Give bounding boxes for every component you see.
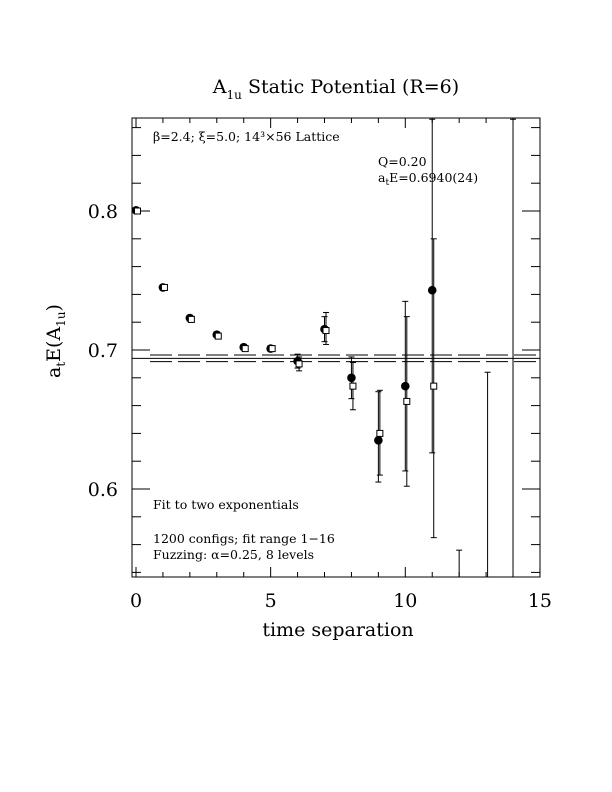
marker-square [322, 327, 330, 335]
circle-point [510, 118, 517, 577]
marker-square [376, 429, 384, 437]
plot-frame [131, 117, 541, 578]
configs-annotation: 1200 configs; fit range 1−16 [153, 531, 335, 546]
y-axis-label: atE(A1u) [43, 304, 68, 378]
ylabel-sub: 1u [54, 311, 68, 327]
energy-pre: a [378, 170, 386, 185]
chart-title: A1u Static Potential (R=6) [212, 76, 459, 102]
ylabel-pre-sub: t [54, 362, 68, 367]
data-points [131, 118, 517, 577]
square-point [160, 283, 168, 291]
title-main: A [212, 76, 227, 98]
marker-circle [347, 373, 356, 383]
square-point [187, 315, 195, 323]
square-point [403, 316, 411, 487]
y-tick-label: 0.7 [88, 340, 118, 362]
fuzzing-annotation: Fuzzing: α=0.25, 8 levels [153, 547, 314, 562]
marker-circle [374, 436, 383, 445]
marker-square [241, 345, 249, 353]
circle-point [427, 118, 437, 454]
axis-ticks: 0 5 10 15 0.6 0.7 0.8 [88, 118, 552, 612]
marker-circle [401, 381, 410, 391]
ylabel-post: ) [43, 304, 65, 311]
marker-square [160, 283, 168, 291]
marker-square [214, 332, 222, 340]
marker-square [295, 360, 303, 368]
lattice-annotation: β=2.4; ξ=5.0; 14³×56 Lattice [153, 129, 340, 144]
circle-point [347, 356, 356, 400]
svg-text:A1u Static Potential (R=6): A1u Static Potential (R=6) [212, 76, 459, 102]
title-rest: Static Potential (R=6) [242, 76, 459, 98]
square-point [241, 345, 249, 353]
x-tick-label: 15 [528, 590, 552, 612]
x-tick-label: 0 [130, 590, 142, 612]
square-point [134, 207, 141, 215]
y-tick-label: 0.8 [88, 201, 118, 223]
marker-square [403, 397, 411, 405]
ylabel-pre: a [43, 367, 65, 378]
marker-square [430, 382, 438, 390]
square-point [430, 238, 438, 539]
fit-band [132, 354, 540, 363]
svg-text:atE(A1u): atE(A1u) [43, 304, 68, 378]
ylabel-mid: E(A [43, 327, 65, 362]
y-tick-label: 0.6 [88, 479, 118, 501]
marker-square [349, 382, 357, 390]
energy-value: E=0.6940(24) [389, 170, 478, 185]
square-point [376, 389, 384, 476]
q-annotation: Q=0.20 [378, 154, 427, 169]
plot-border [131, 117, 541, 578]
square-point [214, 332, 222, 340]
square-point [484, 371, 491, 577]
x-tick-label: 10 [393, 590, 417, 612]
circle-point [401, 300, 410, 472]
square-point [322, 311, 330, 345]
square-point [268, 345, 276, 353]
marker-square [187, 315, 195, 323]
marker-square [134, 207, 141, 215]
square-point [349, 362, 357, 411]
x-tick-label: 5 [265, 590, 277, 612]
circle-point [456, 549, 463, 577]
square-point [295, 356, 303, 372]
fit-method-annotation: Fit to two exponentials [153, 497, 299, 512]
x-axis-label: time separation [262, 619, 413, 641]
marker-circle [427, 285, 437, 295]
energy-annotation: atE=0.6940(24) [378, 170, 478, 188]
energy-sub: t [385, 178, 389, 188]
title-subscript: 1u [227, 88, 243, 102]
marker-square [268, 345, 276, 353]
